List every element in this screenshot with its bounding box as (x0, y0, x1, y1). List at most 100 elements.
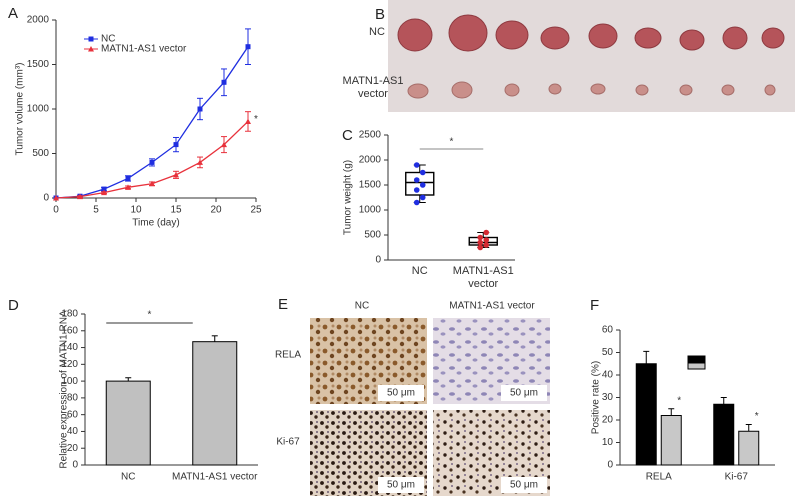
scale-bar: 50 μm (387, 388, 415, 399)
point (419, 169, 426, 176)
y-tick-label: 180 (61, 309, 78, 320)
tumor (407, 83, 429, 99)
tumor (495, 20, 529, 50)
panel-label: E (278, 296, 288, 313)
y-tick-label: 100 (61, 376, 78, 387)
y-tick-label: 0 (607, 460, 613, 471)
x-tick-label: 10 (130, 205, 142, 216)
y-tick-label: 0 (72, 460, 78, 471)
marker (53, 195, 59, 201)
point (413, 177, 420, 183)
panel-label: C (342, 127, 353, 144)
bar (192, 341, 238, 466)
x-tick-label: 15 (170, 205, 182, 216)
tumor-photo (397, 14, 785, 99)
marker (221, 141, 227, 148)
panel-label: B (375, 6, 385, 23)
significance: * (148, 310, 152, 321)
y-tick-label: 2000 (27, 15, 50, 26)
tumor (634, 27, 662, 49)
bar (738, 430, 760, 466)
y-tick-label: 0 (43, 193, 49, 204)
legend-label: MATN1-AS1 vector (101, 44, 187, 55)
scale-bar-boxes (378, 385, 547, 493)
y-tick-label: 60 (67, 409, 79, 420)
marker (197, 106, 203, 112)
tumor (588, 23, 618, 49)
tumor (635, 84, 649, 96)
annotation: * (677, 395, 681, 406)
legend-swatch (687, 362, 706, 370)
row-label: NC (369, 26, 385, 38)
marker (101, 189, 107, 196)
scale-bar: 50 μm (510, 480, 538, 491)
photo-background (388, 0, 795, 112)
y-tick-label: 160 (61, 325, 78, 336)
scale-bar: 50 μm (510, 388, 538, 399)
marker (101, 186, 107, 192)
y-tick-label: 140 (61, 342, 78, 353)
tumor (590, 83, 606, 95)
y-tick-label: 2000 (359, 155, 382, 166)
tumor (451, 81, 473, 99)
marker (125, 184, 131, 190)
y-tick-label: 10 (602, 437, 614, 448)
y-tick-label: 120 (61, 359, 78, 370)
y-tick-label: 500 (364, 230, 381, 241)
y-tick-label: 1500 (27, 59, 50, 70)
row-label: Ki-67 (276, 437, 300, 448)
point (483, 237, 490, 243)
y-tick-label: 2500 (359, 130, 382, 141)
panel-label: D (8, 297, 19, 314)
marker (245, 44, 251, 50)
y-tick-label: 60 (602, 325, 614, 336)
bar (660, 415, 682, 466)
tumor (548, 83, 562, 95)
point (477, 244, 484, 251)
point (483, 229, 490, 236)
legend-marker (88, 36, 94, 42)
y-tick-label: 1000 (359, 205, 382, 216)
point (483, 242, 490, 248)
point (413, 162, 420, 168)
x-tick-label: 20 (210, 205, 222, 216)
y-tick-label: 0 (375, 255, 381, 266)
x-axis-title: Time (day) (132, 218, 179, 229)
series-line (55, 46, 249, 199)
y-tick-label: 20 (602, 415, 614, 426)
y-tick-label: 80 (67, 393, 79, 404)
y-tick-label: 1000 (27, 104, 50, 115)
row-label: MATN1-AS1 vector (342, 75, 404, 100)
bar (713, 403, 735, 466)
point (419, 182, 426, 188)
scale-bar: 50 μm (387, 480, 415, 491)
marker (149, 159, 155, 165)
y-tick-label: 500 (32, 148, 49, 159)
y-tick-label: 30 (602, 392, 614, 403)
point (477, 234, 484, 241)
marker (173, 171, 179, 178)
tumor (504, 83, 520, 97)
tumor (764, 84, 776, 96)
y-tick-label: 1500 (359, 180, 382, 191)
x-tick-label: NC (121, 472, 135, 483)
panel-label: F (590, 297, 599, 314)
point (419, 194, 426, 201)
point (477, 239, 484, 246)
marker (197, 159, 203, 165)
y-tick-label: 40 (67, 426, 79, 437)
x-tick-label: MATN1-AS1 vector (452, 265, 514, 290)
tumor (679, 29, 705, 51)
legend-marker (88, 46, 94, 52)
marker (221, 79, 227, 85)
x-tick-label: NC (411, 265, 428, 277)
point (413, 187, 420, 193)
legend-swatch (687, 355, 706, 363)
y-axis-title: Tumor volume (mm³) (15, 63, 26, 156)
bar (635, 363, 657, 466)
point (413, 199, 420, 206)
row-label: RELA (275, 350, 301, 361)
y-axis-title: Positive rate (%) (591, 361, 602, 434)
x-tick-label: 5 (93, 205, 99, 216)
